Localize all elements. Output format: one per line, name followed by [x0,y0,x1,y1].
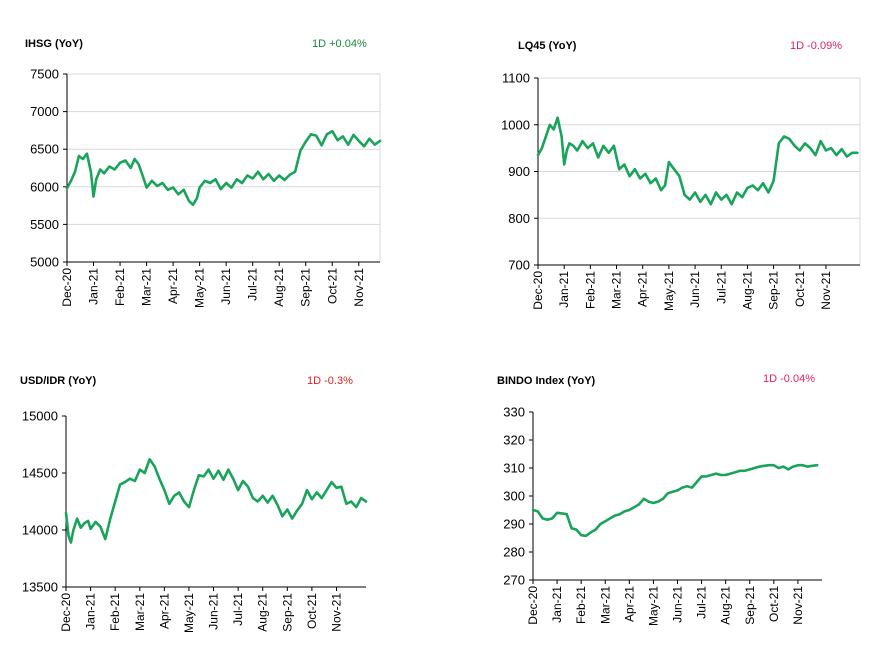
y-tick-label: 900 [508,164,530,179]
x-tick-label: Jun-21 [207,593,221,630]
x-tick-label: Jan-21 [557,271,571,308]
x-tick-label: Mar-21 [140,268,154,306]
x-tick-label: Oct-21 [325,268,339,304]
x-tick-label: Oct-21 [793,271,807,307]
x-tick-label: Aug-21 [256,593,270,632]
y-tick-label: 5000 [30,255,59,270]
x-tick-label: Feb-21 [574,586,588,624]
x-tick-label: Jun-21 [219,268,233,305]
x-tick-label: Aug-21 [272,268,286,307]
x-tick-label: Dec-20 [531,271,545,310]
x-tick-label: May-21 [193,268,207,308]
x-tick-label: May-21 [662,271,676,311]
y-tick-label: 320 [503,433,525,448]
y-tick-label: 700 [508,258,530,273]
change-label-lq45: 1D -0.09% [790,40,842,52]
y-tick-label: 1100 [502,71,530,86]
y-tick-label: 310 [503,461,525,476]
chart-panel-lq45: LQ45 (YoY) 1D -0.09% 700 800 900 1000 1100 De… [501,40,861,311]
x-tick-label: May-21 [182,593,196,633]
x-tick-label: Jul-21 [695,586,709,619]
chart-title-usdidr: USD/IDR (YoY) [20,375,97,387]
x-tick-label: Sep-21 [280,593,294,632]
x-tick-label: Feb-21 [108,593,122,631]
x-tick-label: Jan-21 [550,586,564,623]
y-tick-label: 13500 [22,580,58,595]
chart-panel-ihsg: IHSG (YoY) 1D +0.04% 5000 5500 6000 6500 700… [25,38,382,308]
x-tick-label: Mar-21 [133,593,147,631]
x-tick-label: Feb-21 [113,268,127,306]
x-tick-label: Mar-21 [598,586,612,624]
x-tick-label: Apr-21 [636,271,650,307]
y-tick-label: 15000 [22,409,58,424]
x-tick-label: Jul-21 [714,271,728,304]
x-tick-label: Apr-21 [622,586,636,622]
y-tick-label: 7500 [30,67,59,82]
x-tick-label: Aug-21 [719,586,733,625]
series-line-bindo [531,463,819,538]
y-tick-label: 300 [503,489,525,504]
y-tick-label: 6500 [30,142,59,157]
series-line-lq45 [536,116,859,206]
x-tick-label: Nov-21 [352,268,366,307]
y-tick-label: 14000 [22,523,58,538]
x-tick-label: Jan-21 [84,593,98,630]
x-tick-label: Oct-21 [767,586,781,622]
x-tick-label: Jun-21 [688,271,702,308]
x-tick-label: Sep-21 [767,271,781,310]
x-tick-label: Dec-20 [526,586,540,625]
x-tick-label: Dec-20 [60,268,74,307]
x-tick-label: Apr-21 [157,593,171,629]
change-label-bindo: 1D -0.04% [763,373,815,385]
chart-title-lq45: LQ45 (YoY) [518,40,577,52]
chart-title-ihsg: IHSG (YoY) [25,38,83,50]
x-tick-label: Apr-21 [166,268,180,304]
x-tick-label: May-21 [646,586,660,626]
y-tick-label: 14500 [22,466,58,481]
x-tick-label: Jun-21 [671,586,685,623]
y-tick-label: 800 [508,211,530,226]
x-tick-label: Mar-21 [610,271,624,309]
y-tick-label: 280 [503,545,525,560]
change-label-usdidr: 1D -0.3% [307,375,353,387]
x-tick-label: Feb-21 [583,271,597,309]
x-tick-label: Oct-21 [305,593,319,629]
x-tick-label: Sep-21 [743,586,757,625]
x-tick-label: Nov-21 [329,593,343,632]
y-tick-label: 270 [503,573,525,588]
chart-panel-usdidr: USD/IDR (YoY) 1D -0.3% 13500 14000 14500 15… [20,375,368,633]
change-label-ihsg: 1D +0.04% [312,38,367,50]
x-tick-label: Jul-21 [246,268,260,301]
y-tick-label: 7000 [30,104,59,119]
chart-panel-bindo: BINDO Index (YoY) 1D -0.04% 270 280 290 300… [497,373,822,626]
series-line-usdidr [64,457,368,544]
y-tick-label: 6000 [30,179,59,194]
series-line-ihsg [65,129,382,207]
x-tick-label: Jan-21 [87,268,101,305]
y-tick-label: 290 [503,517,525,532]
x-tick-label: Jul-21 [231,593,245,626]
y-tick-label: 330 [503,405,525,420]
y-tick-label: 5500 [30,217,59,232]
x-tick-label: Nov-21 [791,586,805,625]
x-tick-label: Dec-20 [59,593,73,632]
chart-title-bindo: BINDO Index (YoY) [497,375,596,387]
x-tick-label: Sep-21 [299,268,313,307]
x-tick-label: Nov-21 [819,271,833,310]
y-tick-label: 1000 [501,117,530,132]
x-tick-label: Aug-21 [740,271,754,310]
